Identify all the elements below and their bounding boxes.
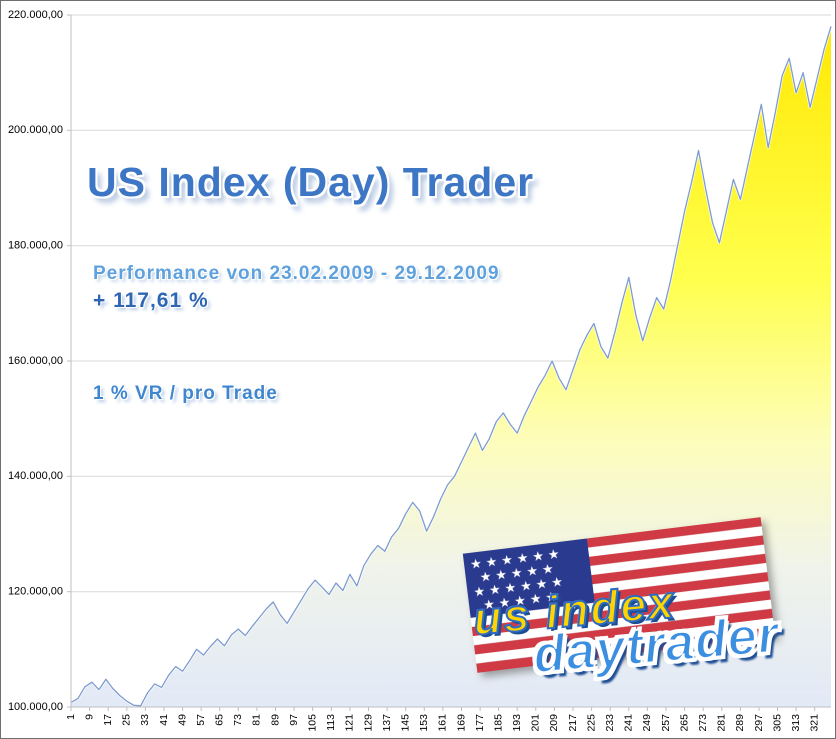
- x-axis-label: 257: [660, 714, 672, 732]
- x-axis-label: 161: [437, 714, 449, 732]
- x-axis-label: 121: [344, 714, 356, 732]
- x-axis-label: 217: [567, 714, 579, 732]
- x-axis-label: 241: [623, 714, 635, 732]
- gridlines: [71, 14, 831, 708]
- x-axis-label: 193: [511, 714, 523, 732]
- x-axis-label: 41: [158, 714, 170, 726]
- x-axis-label: 49: [176, 714, 188, 726]
- x-axis-label: 201: [530, 714, 542, 732]
- x-axis-label: 1: [65, 714, 77, 720]
- x-axis-label: 89: [269, 714, 281, 726]
- y-axis-label: 200.000,00: [8, 124, 63, 136]
- us-index-daytrader-logo: ★★★★★★ ★★★★★ ★★★★★★ ★★★★★ us index daytr…: [451, 517, 791, 711]
- x-axis-label: 57: [195, 714, 207, 726]
- equity-line: [70, 26, 832, 707]
- x-axis-label: 305: [771, 714, 783, 732]
- x-axis-label: 145: [399, 714, 411, 732]
- x-axis-label: 249: [641, 714, 653, 732]
- x-axis-label: 33: [139, 714, 151, 726]
- chart-title: US Index (Day) Trader: [87, 159, 535, 205]
- x-axis-label: 17: [102, 714, 114, 726]
- x-axis-label: 169: [455, 714, 467, 732]
- x-axis-label: 289: [734, 714, 746, 732]
- x-axis-label: 9: [83, 714, 95, 720]
- x-axis-label: 137: [381, 714, 393, 732]
- performance-period-label: Performance von 23.02.2009 - 29.12.2009: [93, 263, 500, 284]
- y-axis-label: 220.000,00: [8, 9, 63, 21]
- y-axis-label: 180.000,00: [8, 240, 63, 252]
- y-axis-label: 100.000,00: [8, 701, 63, 713]
- x-axis-label: 297: [753, 714, 765, 732]
- x-axis-label: 177: [474, 714, 486, 732]
- x-axis-label: 313: [790, 714, 802, 732]
- y-axis-label: 160.000,00: [8, 355, 63, 367]
- x-axis-label: 185: [492, 714, 504, 732]
- x-axis-label: 81: [251, 714, 263, 726]
- us-flag-icon: ★★★★★★ ★★★★★ ★★★★★★ ★★★★★: [462, 517, 776, 673]
- y-axis-label: 140.000,00: [8, 470, 63, 482]
- x-axis-label: 153: [418, 714, 430, 732]
- x-axis-label: 73: [232, 714, 244, 726]
- x-axis-label: 281: [716, 714, 728, 732]
- x-axis-label: 273: [697, 714, 709, 732]
- x-axis-label: 113: [325, 714, 337, 731]
- x-axis-label: 129: [362, 714, 374, 732]
- x-axis-label: 209: [548, 714, 560, 732]
- axes: [67, 14, 831, 711]
- x-axis-label: 321: [808, 714, 820, 732]
- axis-labels: 100.000,00 120.000,00 140.000,00 160.000,00…: [8, 9, 821, 732]
- x-axis-label: 65: [213, 714, 225, 726]
- x-axis-label: 225: [585, 714, 597, 732]
- risk-per-trade-label: 1 % VR / pro Trade: [93, 383, 278, 404]
- x-axis-label: 265: [678, 714, 690, 732]
- performance-value-label: + 117,61 %: [93, 289, 209, 312]
- x-axis-label: 25: [121, 714, 133, 726]
- x-axis-label: 233: [604, 714, 616, 732]
- x-axis-label: 97: [288, 714, 300, 726]
- x-axis-label: 105: [306, 714, 318, 732]
- y-axis-label: 120.000,00: [8, 586, 63, 598]
